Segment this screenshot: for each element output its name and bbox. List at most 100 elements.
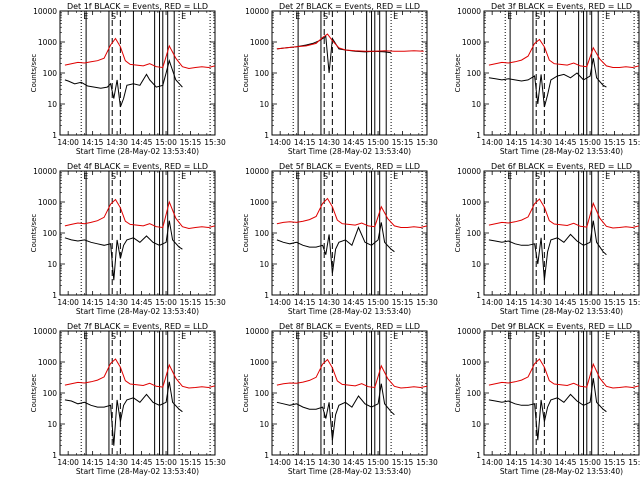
- y-tick-label: 1000: [462, 198, 481, 207]
- marker-label: E: [507, 172, 512, 181]
- y-tick-label: 100: [43, 229, 58, 238]
- x-axis-label: Start Time (28-May-02 13:53:40): [500, 467, 623, 476]
- x-tick-label: 15:15: [392, 138, 414, 147]
- y-tick-label: 1: [264, 291, 269, 300]
- x-tick-label: 14:45: [343, 138, 365, 147]
- x-axis-label: Start Time (28-May-02 13:53:40): [76, 147, 199, 156]
- x-tick-label: 14:15: [294, 298, 316, 307]
- y-tick-label: 1: [476, 291, 481, 300]
- y-tick-label: 10000: [457, 167, 481, 176]
- x-tick-label: 15:00: [155, 458, 177, 467]
- x-tick-label: 15:15: [604, 138, 626, 147]
- x-tick-label: 14:00: [57, 138, 79, 147]
- panel-det-2: Det 2f BLACK = Events, RED = LLD 1 10 100 10…: [242, 2, 438, 156]
- x-tick-label: 15:30: [628, 458, 640, 467]
- y-tick-label: 1: [476, 131, 481, 140]
- plot-area: [64, 331, 215, 455]
- y-tick-label: 10000: [245, 327, 269, 336]
- y-axis-label: Counts/sec: [30, 54, 38, 93]
- panel-det-8: Det 8f BLACK = Events, RED = LLD 1 10 100 10…: [242, 322, 438, 476]
- series-line-events: [488, 58, 607, 108]
- marker-label: S: [111, 172, 116, 181]
- marker-label: E: [605, 172, 610, 181]
- plot-frame: [271, 330, 428, 456]
- plot-frame: [483, 170, 640, 296]
- x-axis-label: Start Time (28-May-02 13:53:40): [288, 467, 411, 476]
- x-tick-label: 15:00: [579, 458, 601, 467]
- y-axis-label: Counts/sec: [242, 54, 250, 93]
- plot-area: [276, 331, 427, 455]
- marker-label: S: [535, 332, 540, 341]
- series-line-events: [64, 220, 183, 281]
- x-tick-label: 14:00: [481, 458, 503, 467]
- y-tick-label: 10000: [457, 7, 481, 16]
- marker-label: E: [605, 332, 610, 341]
- marker-label: E: [393, 172, 398, 181]
- y-tick-label: 1: [52, 131, 57, 140]
- plot-area: [488, 171, 639, 295]
- x-tick-label: 14:15: [82, 138, 104, 147]
- x-tick-label: 14:45: [131, 138, 153, 147]
- panel-title: Det 7f BLACK = Events, RED = LLD: [67, 322, 208, 331]
- series-line-events: [276, 222, 395, 274]
- x-tick-label: 14:15: [82, 458, 104, 467]
- panel-title: Det 2f BLACK = Events, RED = LLD: [279, 2, 420, 11]
- y-tick-label: 100: [255, 69, 270, 78]
- x-tick-label: 15:15: [392, 298, 414, 307]
- series-line-lld: [64, 37, 215, 70]
- plot-frame: [59, 10, 216, 136]
- panel-title: Det 1f BLACK = Events, RED = LLD: [67, 2, 208, 11]
- x-tick-label: 14:45: [131, 298, 153, 307]
- y-tick-label: 1000: [250, 198, 269, 207]
- y-axis-label: Counts/sec: [454, 374, 462, 413]
- plot-area: [488, 331, 639, 455]
- plot-area: [64, 11, 215, 135]
- y-tick-label: 10: [259, 260, 269, 269]
- marker-label: E: [181, 12, 186, 21]
- y-tick-label: 10: [47, 100, 57, 109]
- x-tick-label: 14:00: [269, 298, 291, 307]
- x-tick-label: 14:30: [530, 138, 552, 147]
- plot-frame: [59, 170, 216, 296]
- x-tick-label: 15:00: [367, 298, 389, 307]
- series-line-lld: [276, 33, 424, 52]
- x-tick-label: 15:30: [204, 298, 226, 307]
- x-tick-label: 15:15: [604, 458, 626, 467]
- plot-area: [64, 171, 215, 295]
- y-tick-label: 10: [47, 260, 57, 269]
- x-tick-label: 15:00: [579, 138, 601, 147]
- panel-title: Det 4f BLACK = Events, RED = LLD: [67, 162, 208, 171]
- series-line-lld: [488, 358, 639, 389]
- marker-label: E: [393, 12, 398, 21]
- y-tick-label: 1000: [462, 38, 481, 47]
- series-line-lld: [488, 198, 639, 229]
- y-tick-label: 1000: [250, 358, 269, 367]
- marker-label: S: [111, 332, 116, 341]
- y-tick-label: 10000: [245, 7, 269, 16]
- y-tick-label: 100: [43, 69, 58, 78]
- plot-frame: [59, 330, 216, 456]
- marker-label: S: [535, 12, 540, 21]
- y-tick-label: 100: [467, 229, 482, 238]
- series-line-lld: [64, 358, 215, 389]
- panel-det-5: Det 5f BLACK = Events, RED = LLD 1 10 100 10…: [242, 162, 438, 316]
- y-axis-label: Counts/sec: [242, 214, 250, 253]
- y-tick-label: 10: [47, 420, 57, 429]
- x-tick-label: 14:00: [57, 458, 79, 467]
- x-tick-label: 14:30: [530, 298, 552, 307]
- series-line-events: [488, 220, 607, 281]
- y-tick-label: 10: [471, 100, 481, 109]
- panel-title: Det 5f BLACK = Events, RED = LLD: [279, 162, 420, 171]
- y-tick-label: 1000: [38, 38, 57, 47]
- x-tick-label: 15:15: [180, 458, 202, 467]
- x-tick-label: 14:45: [131, 458, 153, 467]
- marker-label: E: [605, 12, 610, 21]
- y-axis-label: Counts/sec: [454, 54, 462, 93]
- x-tick-label: 15:30: [416, 458, 438, 467]
- marker-label: E: [295, 332, 300, 341]
- x-tick-label: 15:15: [180, 138, 202, 147]
- marker-label: S: [535, 172, 540, 181]
- x-tick-label: 15:30: [416, 138, 438, 147]
- panel-det-1: Det 1f BLACK = Events, RED = LLD 1 10 100 10…: [30, 2, 226, 156]
- y-tick-label: 1000: [38, 198, 57, 207]
